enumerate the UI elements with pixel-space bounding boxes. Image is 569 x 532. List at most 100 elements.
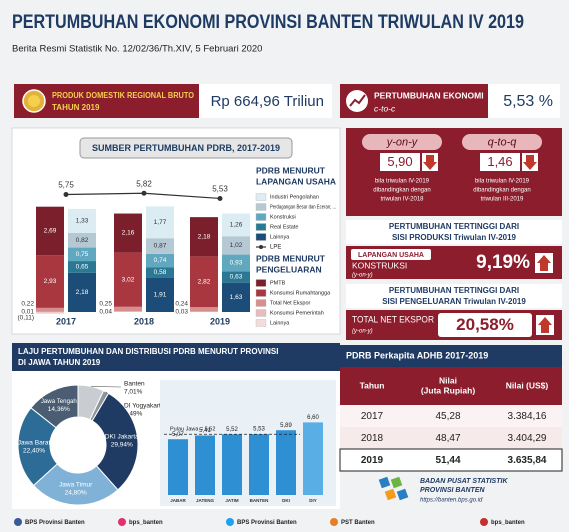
data-label: 0,93: [230, 260, 243, 267]
x-tick-label: BANTEN: [250, 498, 269, 503]
pdrb-value: Rp 664,96 Triliun: [211, 93, 324, 110]
data-label: 3,02: [122, 276, 135, 283]
data-label: 1,63: [230, 294, 243, 301]
bps-logo-block: [396, 488, 409, 501]
bar: [195, 435, 215, 495]
page-title: PERTUMBUHAN EKONOMI PROVINSI BANTEN TRIW…: [12, 12, 524, 33]
legend-label: Konsumsi Pemerintah: [270, 310, 324, 316]
donut-label: Jawa Timur: [59, 482, 93, 489]
top-title-box: [346, 284, 562, 308]
legend-label: PMTB: [270, 280, 286, 286]
donut-label: DI Yogyakarta: [124, 403, 165, 410]
data-label: 2,18: [198, 233, 211, 240]
chart-panel: [11, 127, 341, 335]
compare-note: bila triwulan IV-2019: [475, 179, 530, 185]
growth-value: 5,53 %: [503, 93, 553, 110]
reference-label: Pulau Jawa = 5,52: [170, 427, 215, 433]
donut-value-label: 22,40%: [23, 447, 45, 454]
legend-label: Real Estate: [270, 224, 298, 230]
section-title: DI JAWA TAHUN 2019: [18, 358, 101, 367]
legend-swatch: [255, 203, 267, 211]
pill: [462, 134, 542, 150]
legend-swatch: [255, 289, 267, 297]
top-sublabel: (y-on-y): [352, 329, 373, 335]
bar-segment: [36, 311, 64, 313]
table-header: Nilai: [439, 375, 457, 385]
data-label: 5,89: [280, 423, 292, 429]
donut-value-label: 14,36%: [48, 406, 70, 413]
lpe-label: 5,53: [212, 185, 228, 194]
legend-label: Total Net Ekspor: [270, 300, 311, 306]
compare-value: 5,90: [387, 154, 412, 169]
chart-title: SUMBER PERTUMBUHAN PDRB, 2017-2019: [92, 143, 280, 153]
data-label: 0,82: [76, 237, 89, 244]
bar-segment: [36, 312, 64, 314]
x-tick-label: JATENG: [196, 498, 214, 503]
compare-note: triwulan III-2019: [481, 197, 524, 203]
data-label: 5,52: [226, 427, 238, 433]
legend-title: PENGELUARAN: [256, 264, 322, 274]
table-cell: 51,44: [435, 455, 460, 466]
bar: [168, 439, 188, 495]
bar-segment: [222, 271, 250, 283]
bar-segment: [68, 232, 96, 248]
bar-segment: [222, 236, 250, 255]
top-label: TOTAL NET EKSPOR: [352, 314, 434, 324]
lpe-label: 5,75: [58, 181, 74, 190]
data-label: 1,91: [154, 292, 167, 299]
legend-swatch: [255, 319, 267, 327]
compare-note: bila triwulan IV-2019: [375, 179, 430, 185]
bar-segment: [222, 254, 250, 272]
pdrb-label: PRODUK DOMESTIK REGIONAL BRUTO: [52, 91, 194, 100]
subtitle: Berita Resmi Statistik No. 12/02/36/Th.X…: [12, 44, 262, 55]
footer-label: PST Banten: [341, 520, 375, 526]
bps-name: BADAN PUSAT STATISTIK: [420, 478, 508, 485]
bps-logo-block: [378, 476, 391, 489]
legend-label: Lainnya: [270, 320, 290, 326]
bar-segment: [36, 307, 64, 312]
bar-segment: [114, 213, 142, 253]
table-header: Tahun: [360, 380, 385, 390]
table-header: [340, 367, 562, 405]
legend-lpe-dot: [259, 245, 263, 249]
lpe-point: [141, 190, 147, 196]
bps-region: PROVINSI BANTEN: [420, 487, 486, 494]
legend-label: Lainnya: [270, 234, 290, 240]
value-box: [480, 153, 520, 171]
legend-label: LPE: [270, 245, 281, 251]
data-label: 1,02: [230, 242, 243, 249]
bar-segment: [190, 307, 218, 312]
legend-swatch: [255, 233, 267, 241]
table-cell: 3.404,29: [508, 433, 547, 444]
data-label: 0,24: [175, 300, 188, 307]
donut-label: Jawa Tengah: [41, 398, 77, 405]
top-value: 9,19%: [476, 252, 530, 273]
value-box: [380, 153, 420, 171]
footer-label: BPS Provinsi Banten: [25, 520, 85, 526]
top-value: 20,58%: [456, 315, 514, 334]
data-label: 5,41: [199, 428, 211, 434]
compare-note: dibandingkan dengan: [473, 188, 530, 194]
lpe-point: [217, 195, 223, 201]
down-arrow: [423, 155, 437, 170]
donut-label: DKI Jakarta: [105, 433, 139, 440]
bar: [222, 434, 242, 495]
growth-icon-line: [349, 94, 366, 107]
bar-segment: [68, 247, 96, 262]
growth-sublabel: c-to-c: [374, 103, 396, 113]
bar-segment: [146, 267, 174, 278]
top-label-box: [351, 249, 431, 260]
donut-label: Jawa Barat: [18, 439, 51, 446]
bps-logo-block: [384, 488, 397, 501]
data-label: 2,18: [76, 289, 89, 296]
top-sublabel: (y-on-y): [352, 273, 373, 279]
top-value-bg: [438, 313, 532, 337]
down-arrow: [523, 155, 537, 170]
data-label: 2,82: [198, 278, 211, 285]
legend-swatch: [255, 299, 267, 307]
footer-label: bps_banten: [129, 520, 163, 526]
x-tick-label: DKI: [282, 498, 290, 503]
footer-icon: [14, 518, 22, 526]
data-label: 0,01: [21, 309, 34, 316]
